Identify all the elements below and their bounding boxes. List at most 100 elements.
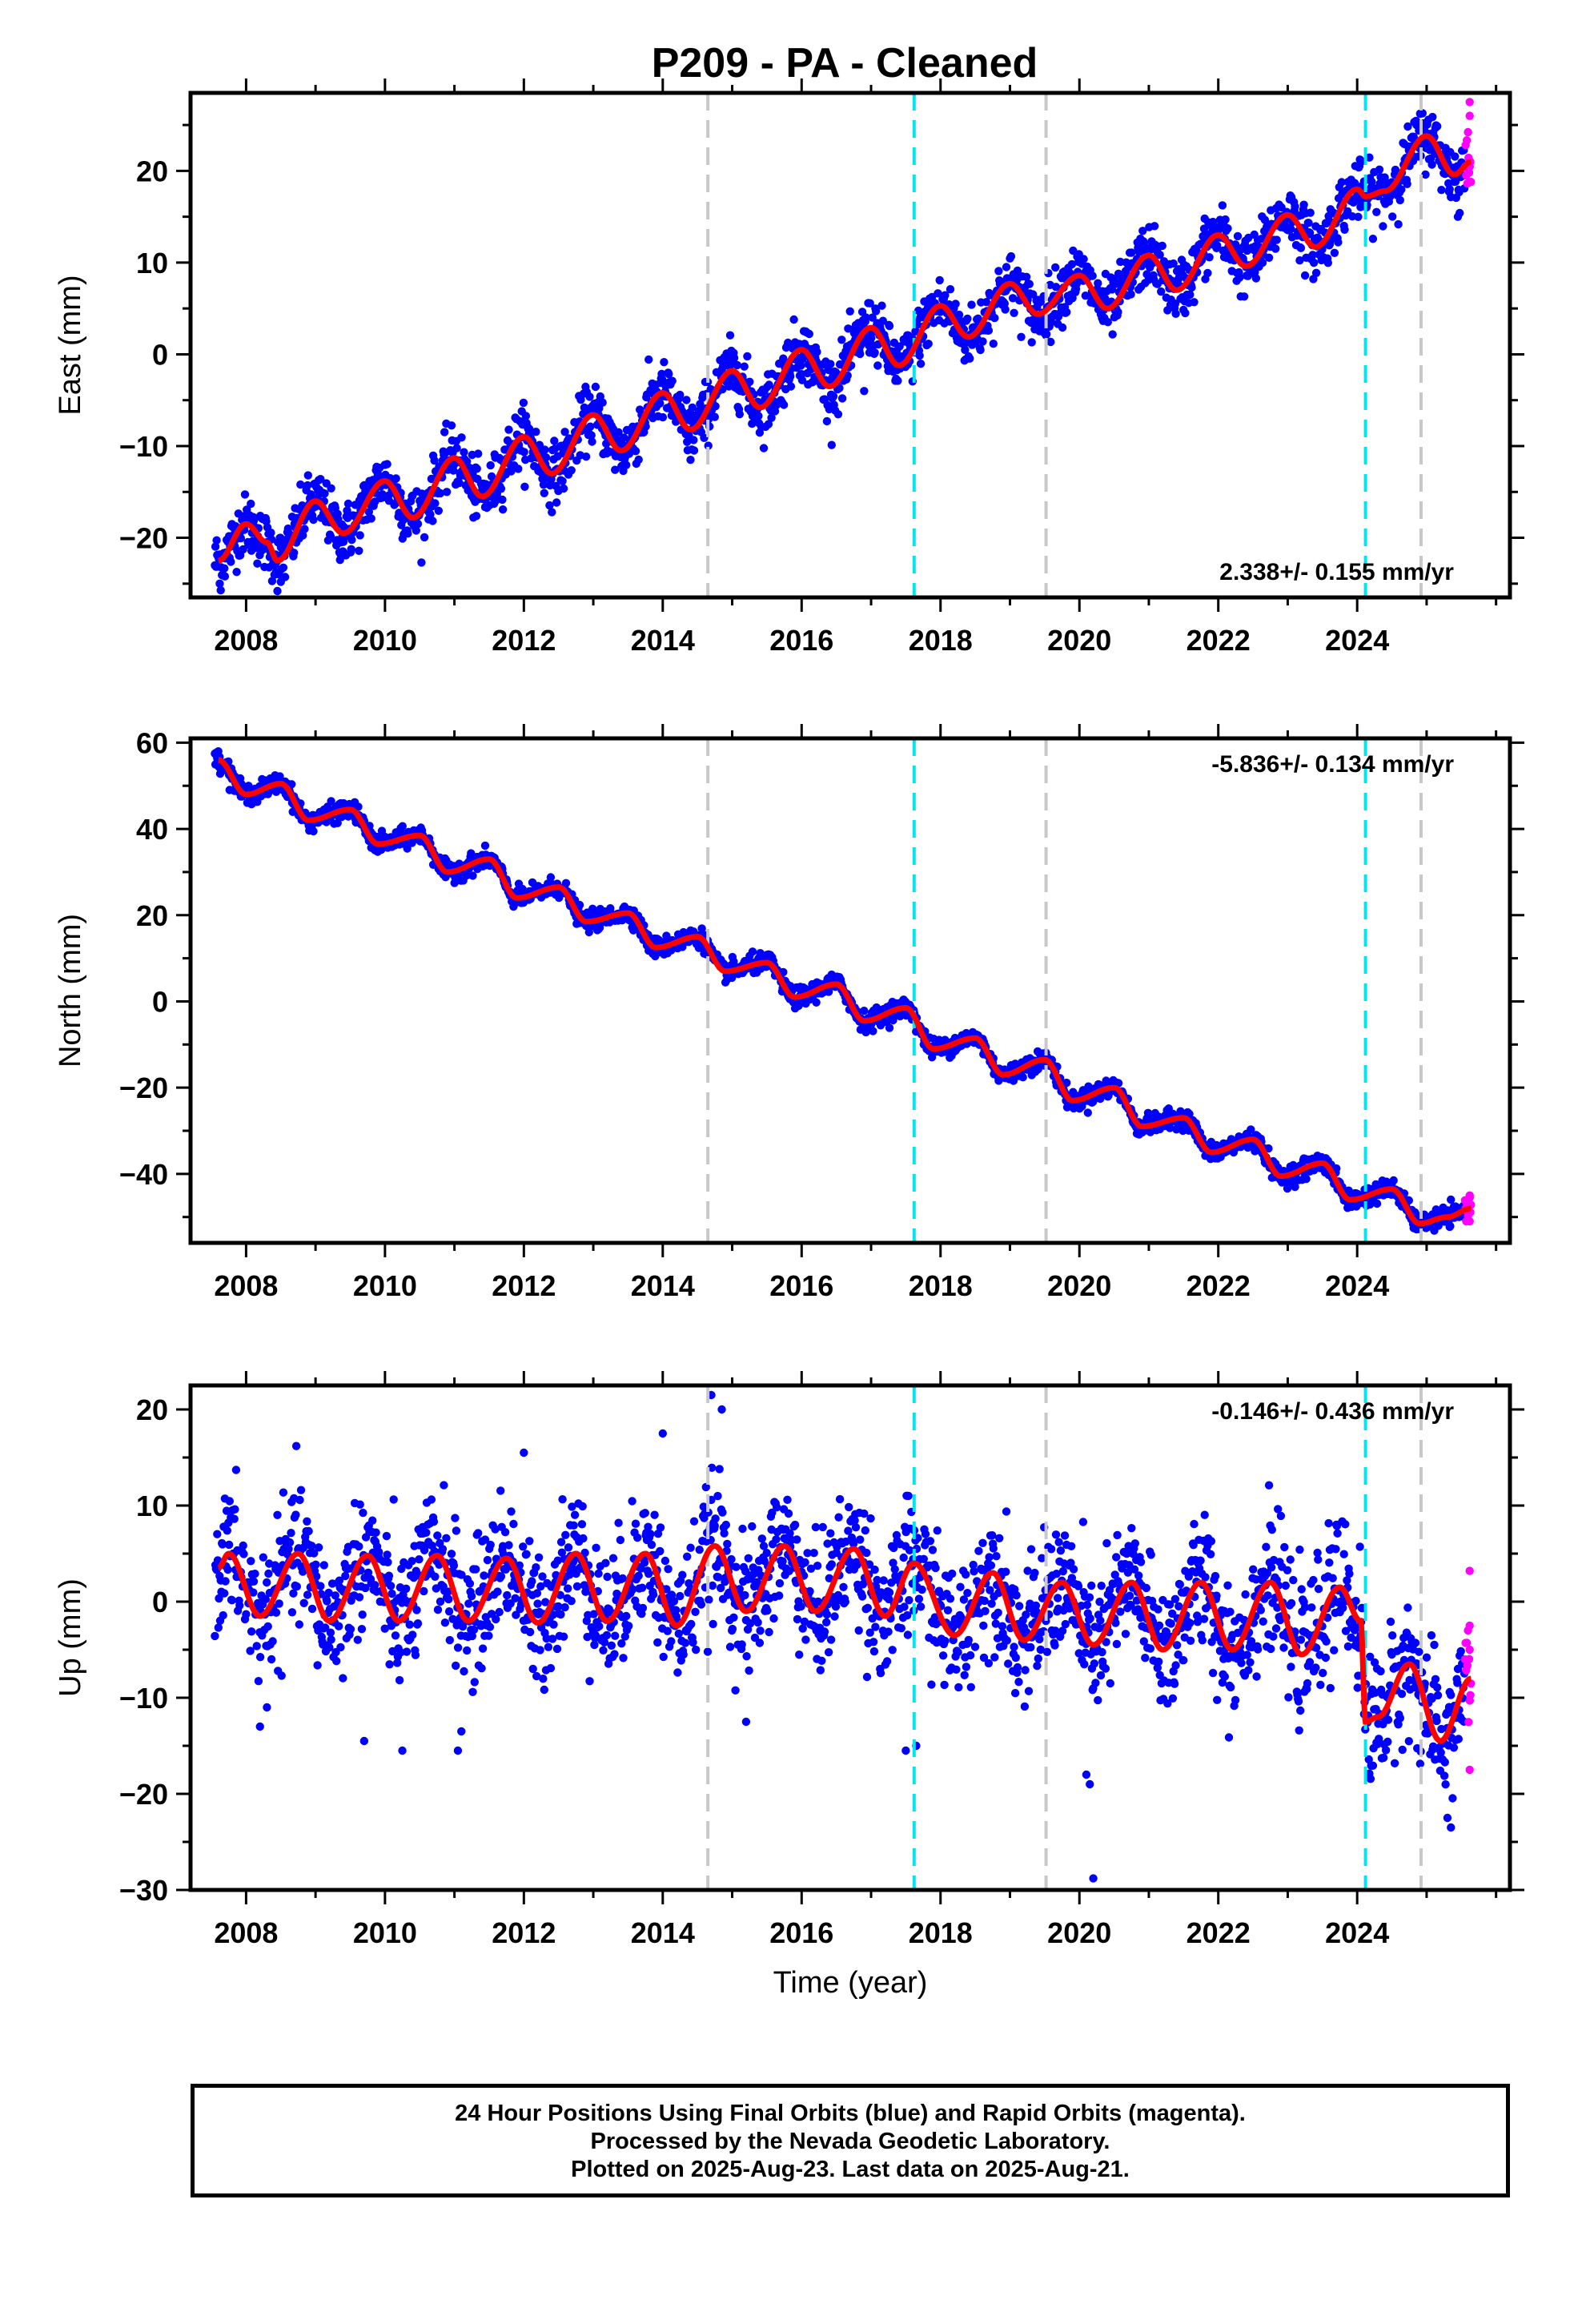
final-orbit-point xyxy=(1018,1073,1027,1082)
final-orbit-point xyxy=(303,471,312,480)
final-orbit-point xyxy=(267,577,277,585)
final-orbit-point xyxy=(689,446,699,455)
final-orbit-point xyxy=(567,466,576,475)
final-orbit-point xyxy=(598,398,607,407)
final-orbit-point xyxy=(247,1627,256,1636)
final-orbit-point xyxy=(346,1625,355,1634)
final-orbit-point xyxy=(474,1529,483,1538)
final-orbit-point xyxy=(287,780,296,789)
final-orbit-point xyxy=(408,1630,417,1639)
final-orbit-point xyxy=(227,1596,236,1605)
final-orbit-point xyxy=(353,1635,362,1644)
final-orbit-point xyxy=(946,285,955,294)
final-orbit-point xyxy=(745,377,754,386)
final-orbit-point xyxy=(1051,283,1061,292)
final-orbit-point xyxy=(320,489,329,498)
final-orbit-point xyxy=(835,384,844,392)
final-orbit-point xyxy=(219,1610,227,1620)
final-orbit-point xyxy=(316,475,325,484)
final-orbit-point xyxy=(239,1550,248,1558)
final-orbit-point xyxy=(478,1644,488,1653)
final-orbit-point xyxy=(242,1610,251,1618)
final-orbit-point xyxy=(310,1549,319,1558)
final-orbit-point xyxy=(404,529,412,538)
final-orbit-point xyxy=(354,802,363,811)
final-orbit-point xyxy=(779,400,789,409)
final-orbit-point xyxy=(1367,177,1376,187)
final-orbit-point xyxy=(658,412,668,422)
final-orbit-point xyxy=(1291,1182,1299,1192)
final-orbit-point xyxy=(429,1517,439,1526)
final-orbit-point xyxy=(779,967,788,977)
final-orbit-point xyxy=(472,1565,480,1574)
final-orbit-point xyxy=(239,545,247,554)
final-orbit-point xyxy=(1453,212,1463,221)
y-tick-label: 20 xyxy=(136,899,168,932)
final-orbit-point xyxy=(220,572,230,581)
final-orbit-point xyxy=(403,844,412,853)
final-orbit-point xyxy=(581,452,591,461)
model-curve-east xyxy=(218,133,1472,564)
final-orbit-point xyxy=(1176,1107,1185,1116)
x-tick-label: 2024 xyxy=(1325,1269,1389,1302)
final-orbit-point xyxy=(415,1555,424,1564)
final-orbit-point xyxy=(493,1587,502,1596)
final-orbit-point xyxy=(295,1495,304,1505)
final-orbit-point xyxy=(357,1625,367,1634)
final-orbit-point xyxy=(575,900,584,910)
final-orbit-point xyxy=(303,1517,311,1526)
final-orbit-point xyxy=(1395,195,1405,205)
final-orbit-point xyxy=(383,1550,391,1559)
final-orbit-point xyxy=(341,1571,350,1581)
rate-annotation: 2.338+/- 0.155 mm/yr xyxy=(1219,559,1454,585)
final-orbit-point xyxy=(247,1557,255,1566)
final-orbit-point xyxy=(963,314,972,324)
final-orbit-point xyxy=(877,301,886,310)
final-orbit-point xyxy=(347,535,356,545)
final-orbit-point xyxy=(1239,292,1249,301)
x-tick-label: 2008 xyxy=(214,1269,278,1302)
final-orbit-point xyxy=(533,1599,542,1608)
final-orbit-point xyxy=(1375,165,1384,174)
final-orbit-point xyxy=(665,369,673,379)
final-orbit-point xyxy=(1103,318,1113,327)
final-orbit-point xyxy=(468,871,477,880)
final-orbit-point xyxy=(1302,1174,1311,1184)
final-orbit-point xyxy=(507,1507,516,1516)
final-orbit-point xyxy=(541,453,551,462)
rate-annotation: -5.836+/- 0.134 mm/yr xyxy=(1211,751,1454,778)
final-orbit-point xyxy=(452,1526,461,1535)
final-orbit-point xyxy=(402,1584,411,1594)
panel-north: 2008 2010 2012 2014 2016 2018 2020 2022 2024−40−… xyxy=(54,724,1524,1302)
final-orbit-point xyxy=(1002,263,1011,271)
final-orbit-point xyxy=(303,480,312,490)
final-orbit-point xyxy=(1231,240,1240,249)
final-orbit-point xyxy=(967,300,976,309)
y-tick-label: 0 xyxy=(152,338,168,371)
final-orbit-point xyxy=(935,275,944,285)
final-orbit-point xyxy=(548,508,556,517)
final-orbit-point xyxy=(1096,1094,1105,1104)
model-curve-north xyxy=(218,757,1472,1227)
final-orbit-point xyxy=(239,1541,247,1550)
final-orbit-point xyxy=(299,531,307,540)
plot-frame xyxy=(188,736,1512,1245)
final-orbit-point xyxy=(869,1027,877,1035)
final-orbit-point xyxy=(442,488,452,497)
final-orbit-point xyxy=(812,998,821,1007)
final-orbit-point xyxy=(1139,239,1149,247)
x-tick-label: 2020 xyxy=(1047,1269,1111,1302)
final-orbit-point xyxy=(1291,202,1299,211)
final-orbit-point xyxy=(413,1619,423,1628)
final-orbit-point xyxy=(480,1571,488,1580)
final-orbit-point xyxy=(893,376,902,385)
x-tick-label: 2018 xyxy=(909,624,973,657)
final-orbit-point xyxy=(291,1510,300,1519)
final-orbit-point xyxy=(1308,251,1317,259)
y-axis-label: North (mm) xyxy=(54,914,87,1068)
final-orbit-point xyxy=(1006,251,1016,261)
final-orbit-point xyxy=(445,1635,454,1645)
final-orbit-point xyxy=(355,546,363,555)
final-orbit-point xyxy=(860,1007,869,1015)
